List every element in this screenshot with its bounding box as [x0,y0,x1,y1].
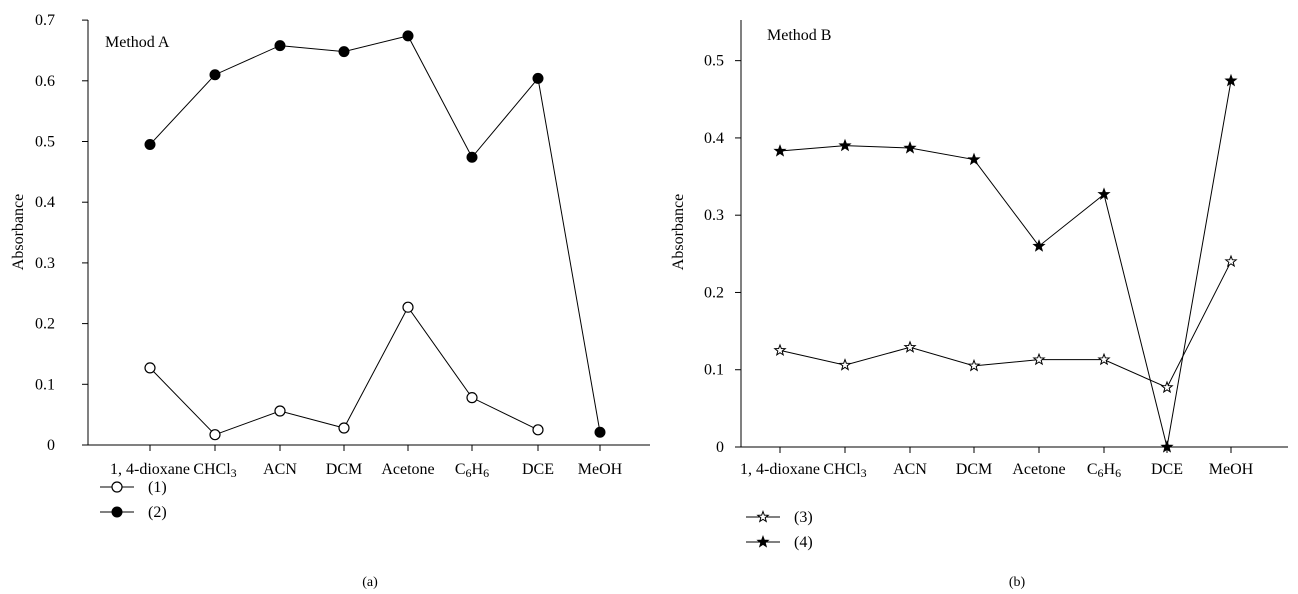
data-point [402,30,414,42]
x-tick-label: Acetone [381,461,434,478]
x-tick-label: ACN [893,461,927,478]
legend-marker [111,481,123,493]
x-tick-label: 1, 4-dioxane [740,461,820,478]
data-point [838,358,852,371]
panel-a-caption: (a) [362,575,378,590]
data-point [594,426,606,438]
panel-b-x-ticks: 1, 4-dioxane CHCl3 ACN DCM Acetone C6H6 DCE MeO… [740,447,1254,480]
x-tick-label: CHCl3 [823,461,866,480]
panel-a-x-ticks: 1, 4-dioxane CHCl3 ACN DCM Acetone C6H6 DCE MeO… [110,445,623,480]
series-line-0 [149,306,539,436]
y-tick-label: 0.4 [35,194,55,211]
x-tick-label: C6H6 [1087,461,1121,480]
x-tick-label: CHCl3 [193,461,236,480]
data-point [144,362,156,374]
panel-b-method-label: Method B [767,27,831,44]
legend-label: (2) [148,504,167,521]
legend-marker [756,535,770,548]
y-tick-label: 0.2 [704,284,724,301]
data-point [144,139,156,151]
y-tick-label: 0.1 [704,362,724,379]
data-point [209,69,221,81]
data-point [532,72,544,84]
data-point [1224,254,1238,268]
y-tick-label: 0 [47,437,55,454]
data-point [1032,239,1046,252]
y-tick-label: 0.3 [704,207,724,224]
x-tick-label: MeOH [1209,461,1254,478]
data-point [967,152,981,166]
data-point [773,343,787,357]
data-point [274,405,286,417]
legend-label: (4) [794,534,813,551]
x-tick-label: 1, 4-dioxane [110,461,190,478]
data-point [402,301,414,313]
data-point [838,138,852,152]
panel-a: 0 0.1 0.2 0.3 0.4 0.5 0.6 0.7 1, 4-dioxane CHCl3… [10,12,650,590]
y-tick-label: 0.6 [35,73,55,90]
y-tick-label: 0.7 [35,12,55,29]
panel-b-caption: (b) [1009,575,1026,590]
data-point [967,358,981,372]
panel-b-y-axis-title: Absorbance [670,194,687,270]
legend-marker [756,510,770,523]
data-point [1097,352,1111,366]
data-point [466,392,478,404]
x-tick-label: DCM [956,461,992,478]
data-point [466,151,478,163]
x-tick-label: MeOH [578,461,623,478]
data-point [1160,380,1174,394]
data-point [209,429,221,441]
y-tick-label: 0 [716,439,724,456]
legend-label: (1) [148,479,167,496]
data-point [1160,440,1174,453]
y-tick-label: 0.3 [35,255,55,272]
panel-b-y-ticks: 0 0.1 0.2 0.3 0.4 0.5 [704,53,741,456]
x-tick-label: DCE [1151,461,1183,478]
x-tick-label: DCE [522,461,554,478]
data-point [1097,187,1111,200]
series-line-0 [779,261,1232,389]
x-tick-label: DCM [326,461,362,478]
panel-b-legend: (3)(4) [746,509,813,551]
y-tick-label: 0.2 [35,316,55,333]
data-point [1032,352,1046,366]
data-point [532,424,544,436]
x-tick-label: Acetone [1012,461,1065,478]
data-point [274,40,286,52]
data-point [903,141,917,154]
data-point [773,144,787,157]
series-line-1 [149,35,601,433]
legend-label: (3) [794,509,813,526]
data-point [338,422,350,434]
series-line-1 [779,80,1232,448]
data-point [903,340,917,353]
y-tick-label: 0.5 [704,53,724,70]
y-tick-label: 0.4 [704,130,724,147]
panel-a-series [144,30,606,441]
panel-b-series [773,73,1238,453]
panel-a-y-ticks: 0 0.1 0.2 0.3 0.4 0.5 0.6 0.7 [35,12,88,454]
panel-a-y-axis-title: Absorbance [10,194,27,270]
x-tick-label: C6H6 [455,461,489,480]
y-tick-label: 0.1 [35,376,55,393]
x-tick-label: ACN [263,461,297,478]
panel-a-legend: (1)(2) [100,479,167,521]
panel-a-method-label: Method A [105,34,170,51]
data-point [338,46,350,58]
data-point [1224,73,1238,87]
panel-b: 0 0.1 0.2 0.3 0.4 0.5 1, 4-dioxane CHCl3 ACN DCM… [670,20,1288,590]
y-tick-label: 0.5 [35,134,55,151]
legend-marker [111,506,123,518]
